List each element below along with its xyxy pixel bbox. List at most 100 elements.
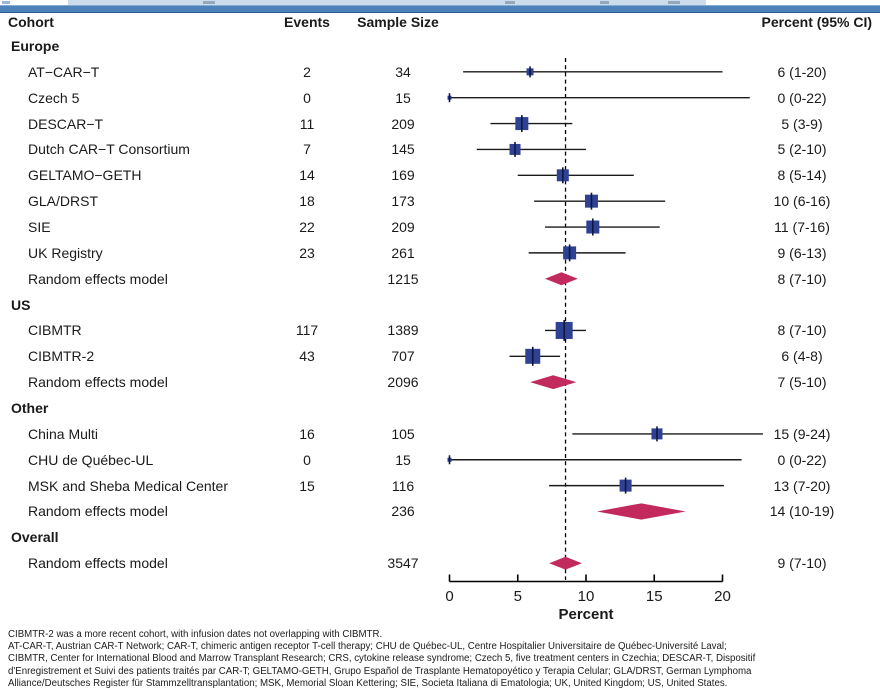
column-header-sample-size: Sample Size (357, 14, 439, 30)
cohort-label: Random effects model (28, 555, 168, 572)
x-axis-title: Percent (558, 606, 613, 623)
point-estimate-square (525, 348, 541, 364)
events-value: 11 (299, 115, 315, 132)
events-value: 22 (299, 219, 315, 236)
percent-ci-value: 15 (9-24) (773, 425, 831, 442)
point-estimate-square (651, 428, 663, 440)
summary-diamond (530, 375, 577, 390)
point-estimate-square (584, 194, 598, 208)
percent-ci-value: 8 (7-10) (777, 270, 827, 287)
footnote-line: d'Enregistrement et Suivi des patients t… (8, 665, 752, 677)
cohort-label: China Multi (28, 425, 99, 442)
x-axis-tick-label: 0 (445, 588, 453, 605)
percent-ci-value: 0 (0-22) (777, 89, 827, 106)
cohort-label: Random effects model (28, 374, 168, 391)
cohort-label: SIE (28, 219, 51, 236)
percent-ci-value: 6 (1-20) (777, 63, 827, 80)
summary-diamond (596, 503, 686, 520)
point-estimate-square (447, 457, 452, 462)
percent-ci-value: 6 (4-8) (781, 348, 823, 365)
toolbar-fragment-icon (505, 1, 515, 4)
cohort-label: Dutch CAR−T Consortium (28, 141, 190, 158)
cohort-label: MSK and Sheba Medical Center (28, 477, 228, 494)
cohort-label: AT−CAR−T (28, 63, 100, 80)
sample-size-value: 173 (391, 193, 415, 210)
column-header-events: Events (284, 14, 330, 30)
cohort-label: GELTAMO−GETH (28, 167, 142, 184)
point-estimate-square (447, 95, 452, 100)
cohort-label: DESCAR−T (28, 115, 104, 132)
cohort-label: CHU de Québec-UL (28, 451, 154, 468)
toolbar-fragment-icon (668, 1, 680, 4)
toolbar-fragment-icon (2, 1, 10, 4)
point-estimate-square (555, 321, 573, 339)
sample-size-value: 1215 (387, 270, 419, 287)
sample-size-value: 105 (391, 425, 415, 442)
sample-size-value: 34 (395, 63, 411, 80)
sample-size-value: 209 (391, 219, 415, 236)
events-value: 18 (299, 193, 315, 210)
sample-size-value: 116 (391, 477, 415, 494)
point-estimate-square (526, 68, 534, 76)
sample-size-value: 3547 (387, 555, 419, 572)
cohort-label: GLA/DRST (28, 193, 99, 210)
footnote-line: CIBMTR-2 was a more recent cohort, with … (8, 629, 383, 640)
sample-size-value: 2096 (387, 374, 419, 391)
events-value: 15 (299, 477, 315, 494)
sample-size-value: 169 (391, 167, 415, 184)
sample-size-value: 15 (395, 451, 411, 468)
cohort-label: Czech 5 (28, 89, 80, 106)
footnote-line: CIBMTR, Center for International Blood a… (8, 653, 756, 665)
toolbar-fragment-icon (203, 1, 215, 4)
cohort-label: UK Registry (28, 244, 103, 261)
percent-ci-value: 9 (6-13) (777, 244, 827, 261)
x-axis-tick-label: 20 (714, 588, 731, 605)
events-value: 0 (303, 451, 311, 468)
point-estimate-square (619, 479, 632, 492)
x-axis-tick-label: 15 (646, 588, 663, 605)
summary-diamond (545, 272, 578, 286)
percent-ci-value: 8 (7-10) (777, 322, 827, 339)
events-value: 43 (299, 348, 315, 365)
sample-size-value: 707 (391, 348, 415, 365)
cohort-label: CIBMTR (28, 322, 82, 339)
summary-diamond (549, 556, 582, 570)
column-header-percent-ci: Percent (95% CI) (761, 14, 872, 30)
percent-ci-value: 10 (6-16) (773, 193, 831, 210)
percent-ci-value: 9 (7-10) (777, 555, 827, 572)
events-value: 16 (299, 425, 315, 442)
events-value: 7 (303, 141, 311, 158)
point-estimate-square (509, 143, 521, 155)
point-estimate-square (556, 169, 569, 182)
sample-size-value: 1389 (387, 322, 419, 339)
group-label: Europe (11, 38, 60, 54)
percent-ci-value: 8 (5-14) (777, 167, 827, 184)
blue-divider-bar (0, 5, 880, 13)
percent-ci-value: 11 (7-16) (774, 219, 830, 236)
sample-size-value: 145 (391, 141, 415, 158)
cohort-label: Random effects model (28, 503, 168, 520)
column-header-cohort: Cohort (8, 14, 54, 30)
sample-size-value: 261 (391, 244, 415, 261)
footnote-line: Alliance/Deutsches Register für Stammzel… (8, 677, 728, 689)
point-estimate-square (515, 117, 529, 131)
point-estimate-square (586, 220, 600, 234)
percent-ci-value: 5 (3-9) (781, 115, 823, 132)
percent-ci-value: 5 (2-10) (777, 141, 827, 158)
cohort-label: CIBMTR-2 (28, 348, 95, 365)
events-value: 23 (299, 244, 315, 261)
sample-size-value: 236 (391, 503, 415, 520)
toolbar-fragment-icon (600, 1, 609, 4)
cutoff-toolbar-strip (0, 0, 880, 5)
group-label: US (11, 296, 31, 313)
group-label: Other (11, 400, 49, 417)
sample-size-value: 209 (391, 115, 415, 132)
events-value: 2 (303, 63, 311, 80)
percent-ci-value: 7 (5-10) (777, 374, 827, 391)
toolbar-selection-fragment (68, 0, 706, 5)
percent-ci-value: 0 (0-22) (777, 451, 827, 468)
events-value: 117 (295, 322, 319, 339)
figure-footnotes: CIBMTR-2 was a more recent cohort, with … (8, 629, 872, 690)
events-value: 14 (299, 167, 315, 184)
